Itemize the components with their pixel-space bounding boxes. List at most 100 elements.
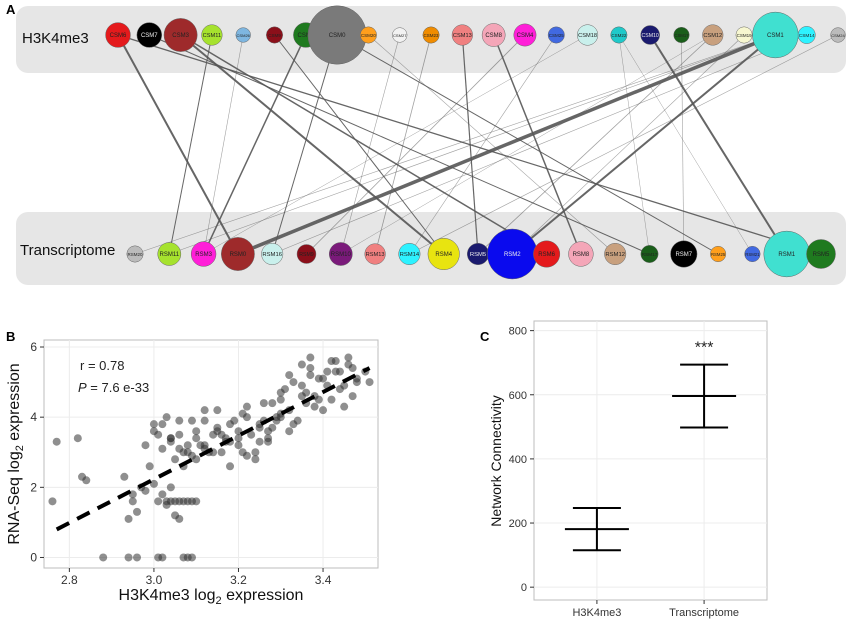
node-label: CSM20 [361,33,377,38]
h3k4me3-node-csm26[interactable]: CSM26 [235,27,251,43]
h3k4me3-node-csm19[interactable]: CSM19 [735,26,753,44]
scatter-point [149,420,158,429]
node-circle [427,237,460,271]
node-circle [744,245,761,263]
node-label: CSM11 [203,33,221,39]
scatter-point [82,476,91,485]
node-label: RSM1 [778,252,795,258]
edge-CSM10-RSM1 [649,34,788,255]
scatter-point [297,392,306,401]
transcriptome-node-rsm21[interactable]: RSM21 [744,245,761,263]
edge-CSM3-RSM6 [180,34,547,255]
transcriptome-node-rsm0[interactable]: RSM0 [221,237,255,271]
h3k4me3-node-csm4[interactable]: CSM4 [513,23,537,47]
node-label: RSM12 [605,252,625,258]
h3k4me3-node-csm25[interactable]: CSM25 [547,26,565,44]
scatter-point [268,399,277,408]
scatter-point [175,514,184,523]
scatter-point [335,367,344,376]
h3k4me3-modules: CSM6 CSM7 CSM3 CSM11 CSM26 CSM9 CSM5 CSM0 CSM20 C… [105,5,846,65]
scatter-point [154,430,163,439]
x-axis-title-suffix: expression [222,587,304,604]
scatter-point [52,437,61,446]
node-circle [568,241,594,267]
transcriptome-node-rsm12[interactable]: RSM12 [604,243,627,265]
h3k4me3-node-csm6[interactable]: CSM6 [105,22,131,48]
transcriptome-node-rsm4[interactable]: RSM4 [427,237,460,271]
transcriptome-node-rsm5[interactable]: RSM5 [467,243,489,265]
h3k4me3-node-csm8[interactable]: CSM8 [481,23,506,47]
scatter-point [187,416,196,425]
transcriptome-node-rsm16[interactable]: RSM16 [261,243,284,265]
h3k4me3-node-csm13[interactable]: CSM13 [451,24,473,46]
node-label: CSM13 [453,33,472,39]
h3k4me3-node-csm1[interactable]: CSM1 [752,11,799,59]
edge-CSM22-RSM17 [618,34,650,255]
transcriptome-node-rsm1[interactable]: RSM1 [763,230,810,278]
edge-CSM1-RSM0 [237,33,777,256]
h3k4me3-node-csm10[interactable]: CSM10 [640,25,660,45]
h3k4me3-node-csm22[interactable]: CSM22 [610,26,628,44]
node-label: CSM1 [767,33,784,39]
transcriptome-node-rsm9[interactable]: RSM9 [296,244,317,264]
transcriptome-node-rsm3[interactable]: RSM3 [190,241,217,267]
transcriptome-node-rsm8[interactable]: RSM8 [568,241,594,267]
scatter-point [230,416,239,425]
edge-CSM3-RSM4 [179,34,445,255]
transcriptome-node-rsm6[interactable]: RSM6 [533,240,561,268]
scatter-point [331,357,340,366]
h3k4me3-node-csm3[interactable]: CSM3 [163,18,198,52]
node-label: CSM0 [329,33,346,39]
h3k4me3-node-csm18[interactable]: CSM18 [577,24,599,46]
transcriptome-node-rsm14[interactable]: RSM14 [398,243,421,265]
edge-CSM0-RSM16 [271,34,338,255]
edge-CSM24-RSM14 [409,34,839,255]
h3k4me3-node-csm24[interactable]: CSM24 [830,27,846,43]
h3k4me3-node-csm7[interactable]: CSM7 [136,22,162,48]
node-label: CSM24 [831,33,845,38]
transcriptome-node-rsm25[interactable]: RSM25 [710,245,727,263]
scatter-point [192,497,201,506]
node-label: CSM26 [236,33,250,38]
node-circle [710,245,727,263]
transcriptome-node-rsm17[interactable]: RSM17 [640,245,659,263]
scatter-point [289,420,298,429]
panel-b-letter: B [6,329,15,344]
h3k4me3-node-csm20[interactable]: CSM20 [359,26,377,44]
transcriptome-node-rsm11[interactable]: RSM11 [157,242,182,266]
transcriptome-node-rsm13[interactable]: RSM13 [364,243,386,265]
scatter-point [175,430,184,439]
scatter-point [200,416,209,425]
node-label: CSM3 [172,33,189,39]
edge-CSM18-RSM3 [203,34,588,255]
node-circle [235,27,251,43]
scatter-point [166,434,175,443]
h3k4me3-node-csm14[interactable]: CSM14 [797,26,816,44]
node-circle [513,23,537,47]
h3k4me3-node-csm27[interactable]: CSM27 [392,27,408,43]
x-tick-label: 3.0 [146,573,163,587]
edge-CSM14-RSM16 [272,34,807,255]
h3k4me3-node-csm11[interactable]: CSM11 [201,24,223,46]
edge-CSM1-RSM2 [511,34,777,255]
y-tick-label: 2 [30,480,37,494]
h3k4me3-node-csm17[interactable]: CSM17 [673,26,690,44]
scatter-point [124,553,133,562]
scatter-point [314,374,323,383]
h3k4me3-node-csm23[interactable]: CSM23 [422,26,440,44]
h3k4me3-node-csm0[interactable]: CSM0 [307,5,367,65]
scatter-point [255,437,264,446]
transcriptome-node-rsm2[interactable]: RSM2 [487,228,538,280]
transcriptome-node-rsm7[interactable]: RSM7 [670,240,698,268]
transcriptome-node-rsm20[interactable]: RSM20 [126,245,144,263]
node-circle [702,24,724,46]
node-circle [157,242,182,266]
h3k4me3-node-csm12[interactable]: CSM12 [702,24,724,46]
transcriptome-node-rsm10[interactable]: RSM10 [328,242,353,266]
scatter-point [200,406,209,415]
h3k4me3-node-csm9[interactable]: CSM9 [266,26,283,44]
transcriptome-node-rsm5b[interactable]: RSM5 [806,239,836,269]
node-label: RSM17 [642,252,658,258]
